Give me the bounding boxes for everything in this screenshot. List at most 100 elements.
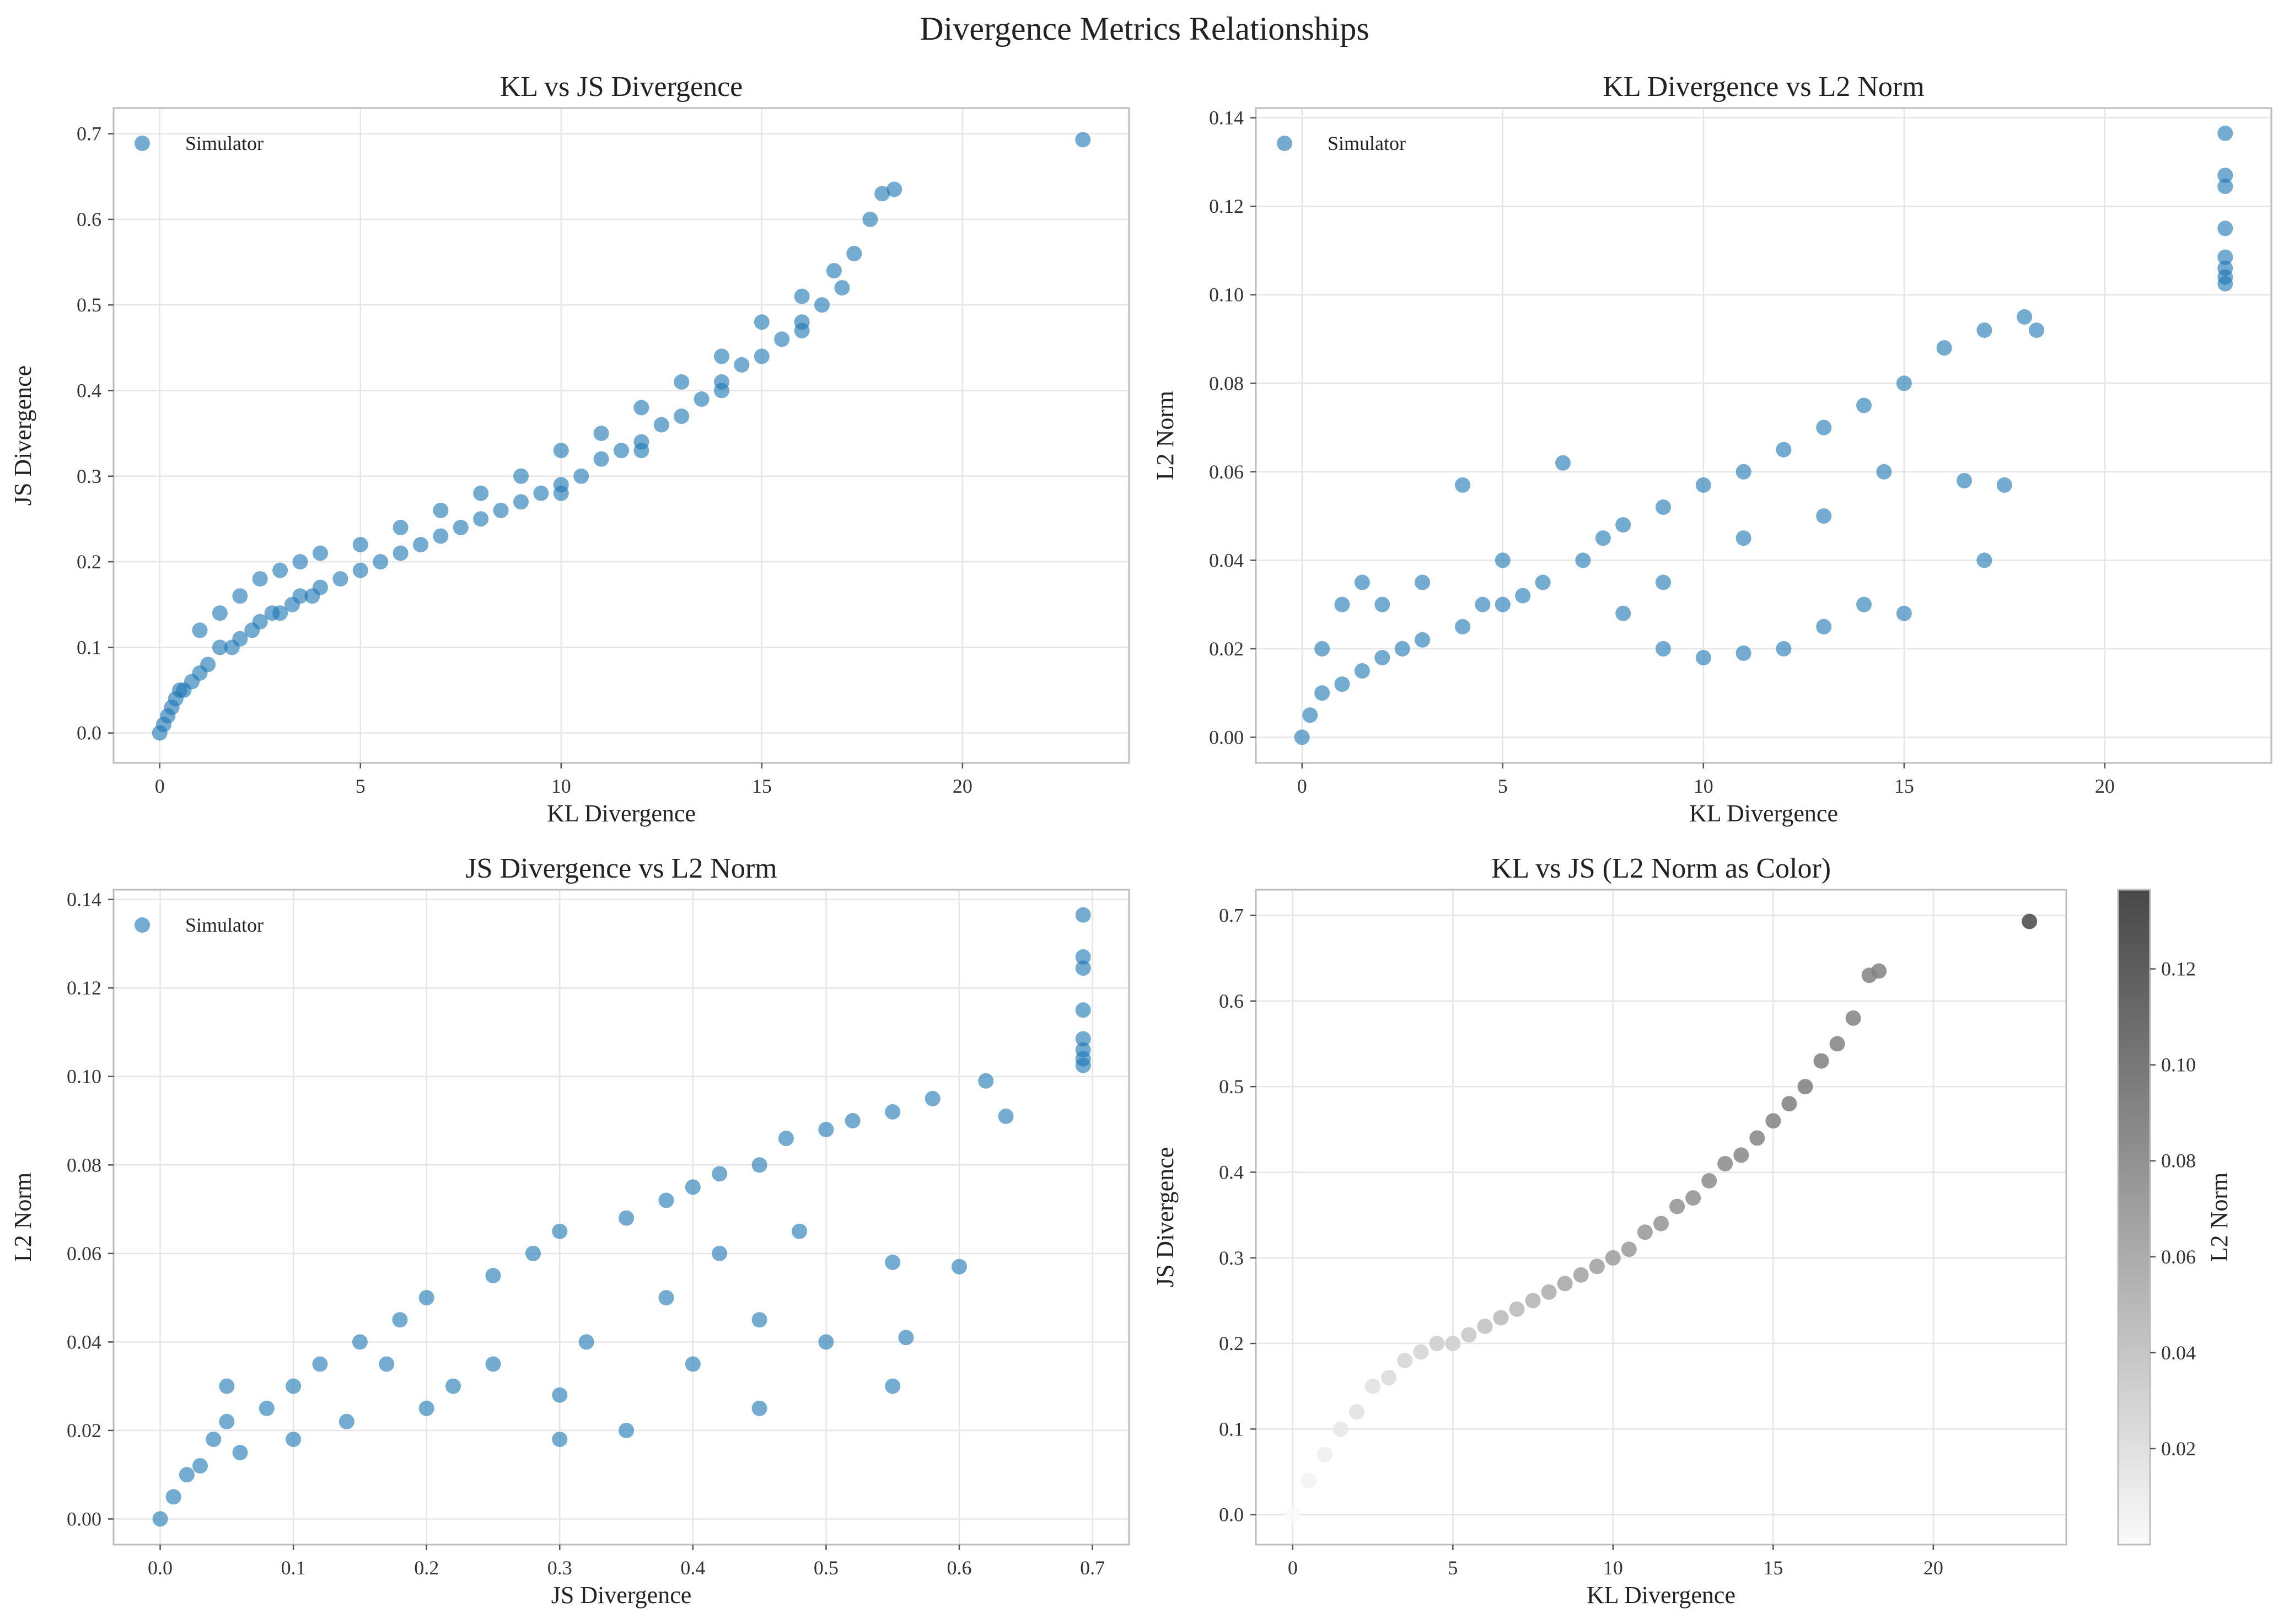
x-tick-label: 15 bbox=[752, 775, 772, 797]
data-point bbox=[1525, 1293, 1541, 1309]
data-point bbox=[206, 1432, 222, 1447]
data-point bbox=[1816, 619, 1832, 634]
data-point bbox=[1301, 1472, 1317, 1488]
y-tick-label: 0.00 bbox=[1209, 726, 1244, 748]
data-point bbox=[2217, 179, 2233, 195]
y-tick-label: 0.6 bbox=[1219, 990, 1244, 1012]
data-point bbox=[292, 554, 308, 570]
y-tick-label: 0.14 bbox=[67, 889, 101, 911]
data-point bbox=[1976, 552, 1992, 568]
data-point bbox=[1541, 1284, 1557, 1300]
data-point bbox=[1075, 907, 1091, 923]
data-point bbox=[286, 1432, 302, 1447]
data-point bbox=[1075, 949, 1091, 965]
data-point bbox=[1555, 455, 1571, 471]
data-point bbox=[1685, 1190, 1701, 1206]
data-point bbox=[286, 1378, 302, 1394]
data-point bbox=[473, 485, 489, 501]
data-point bbox=[1415, 574, 1431, 590]
legend-marker bbox=[1277, 136, 1292, 151]
x-tick-label: 0 bbox=[1288, 1557, 1298, 1579]
x-tick-label: 10 bbox=[551, 775, 571, 797]
data-point bbox=[952, 1259, 967, 1275]
data-point bbox=[259, 1400, 275, 1416]
data-point bbox=[898, 1330, 914, 1346]
data-point bbox=[1509, 1301, 1525, 1317]
y-tick-label: 0.7 bbox=[77, 123, 101, 145]
data-point bbox=[694, 391, 710, 407]
data-point bbox=[751, 1312, 767, 1328]
data-point bbox=[874, 186, 890, 202]
data-point bbox=[794, 322, 810, 338]
data-point bbox=[1317, 1446, 1332, 1462]
panel-kl-vs-js-color: 0 5 10 15 20 0.0 0.1 0.2 0.3 0.4 0.5 0.6 0.7 KL vs JS… bbox=[1152, 853, 2067, 1609]
data-point bbox=[714, 348, 729, 364]
x-tick-label: 15 bbox=[1763, 1557, 1783, 1579]
data-point bbox=[1797, 1079, 1813, 1095]
data-point bbox=[1333, 1421, 1348, 1437]
data-point bbox=[826, 263, 842, 279]
data-point bbox=[633, 400, 649, 416]
data-point bbox=[1415, 632, 1431, 648]
panel-title: JS Divergence vs L2 Norm bbox=[465, 853, 777, 884]
data-point bbox=[685, 1179, 701, 1195]
data-point bbox=[1717, 1155, 1733, 1171]
data-point bbox=[1656, 499, 1671, 515]
legend-label: Simulator bbox=[1328, 132, 1406, 154]
data-point bbox=[192, 1458, 208, 1474]
x-tick-label: 0 bbox=[1297, 775, 1307, 797]
data-point bbox=[552, 1223, 568, 1239]
data-point bbox=[751, 1400, 767, 1416]
data-point bbox=[552, 1432, 568, 1447]
data-point bbox=[614, 443, 629, 459]
data-point bbox=[1413, 1344, 1429, 1360]
data-point bbox=[1605, 1250, 1621, 1266]
data-point bbox=[818, 1334, 834, 1350]
axes-frame bbox=[112, 889, 1130, 1546]
data-point bbox=[453, 519, 469, 535]
data-point bbox=[1735, 530, 1751, 546]
x-tick-label: 15 bbox=[1894, 775, 1914, 797]
y-tick-label: 0.5 bbox=[1219, 1076, 1244, 1098]
data-point bbox=[1669, 1198, 1685, 1214]
data-point bbox=[846, 246, 862, 261]
data-point bbox=[1381, 1370, 1397, 1386]
data-point bbox=[2022, 913, 2038, 929]
y-tick-label: 0.06 bbox=[67, 1243, 101, 1265]
data-point bbox=[379, 1356, 395, 1372]
data-point bbox=[674, 374, 690, 390]
data-point bbox=[212, 639, 228, 655]
x-tick-label: 5 bbox=[356, 775, 366, 797]
data-point bbox=[352, 537, 368, 552]
data-point bbox=[1996, 477, 2012, 493]
data-point bbox=[1445, 1336, 1461, 1352]
data-point bbox=[373, 554, 389, 570]
data-point bbox=[332, 571, 348, 587]
data-point bbox=[212, 605, 228, 621]
data-point bbox=[886, 181, 902, 197]
data-point bbox=[1075, 1031, 1091, 1047]
data-point bbox=[1637, 1224, 1653, 1240]
legend: Simulator bbox=[135, 132, 264, 154]
data-point bbox=[352, 562, 368, 578]
data-point bbox=[192, 622, 208, 638]
y-tick-label: 0.02 bbox=[67, 1419, 101, 1442]
y-tick-label: 0.3 bbox=[1219, 1247, 1244, 1269]
x-tick-label: 0.0 bbox=[148, 1557, 173, 1579]
data-point bbox=[1557, 1276, 1573, 1292]
data-point bbox=[818, 1122, 834, 1138]
data-point bbox=[1695, 477, 1711, 493]
data-point bbox=[794, 288, 810, 304]
data-point bbox=[2217, 249, 2233, 265]
legend-marker bbox=[135, 917, 150, 933]
colorbar-tick-label: 0.06 bbox=[2161, 1246, 2196, 1268]
data-point bbox=[2017, 309, 2033, 325]
data-point bbox=[1302, 707, 1318, 723]
data-point bbox=[734, 357, 750, 373]
data-point bbox=[925, 1090, 941, 1106]
panel-title: KL vs JS (L2 Norm as Color) bbox=[1491, 853, 1831, 884]
x-tick-label: 20 bbox=[1923, 1557, 1943, 1579]
x-tick-label: 20 bbox=[2095, 775, 2115, 797]
legend: Simulator bbox=[135, 914, 264, 936]
data-point bbox=[1349, 1404, 1364, 1420]
